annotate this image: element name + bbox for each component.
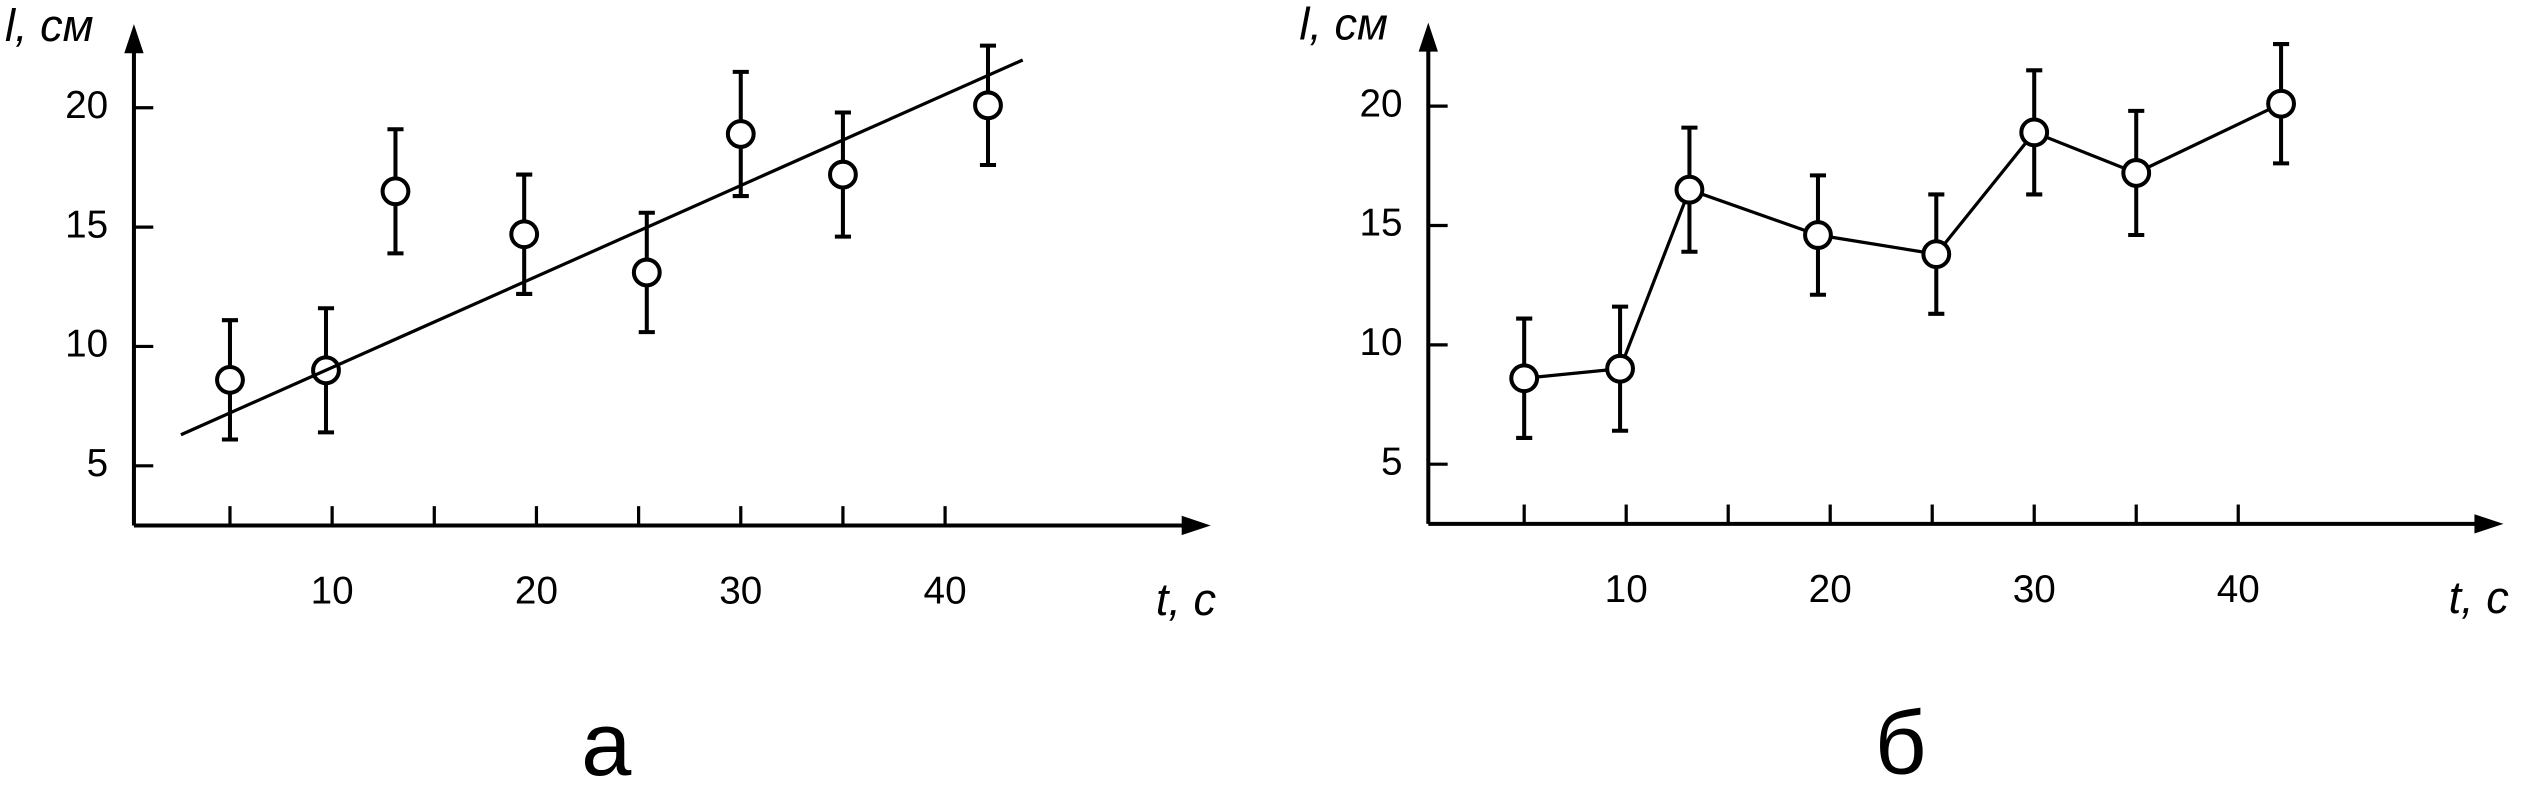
panel-label: а [581,694,632,785]
point [509,219,540,250]
y-axis-arrow [1418,22,1438,52]
point [2266,88,2296,119]
y-axis-label: l, см [1299,0,1388,49]
y-tick-label: 15 [1359,202,1402,245]
point [631,257,662,288]
y-tick-label: 10 [1359,321,1402,364]
point [380,176,411,207]
x-tick-label: 30 [2013,568,2056,611]
point [1509,363,1540,394]
point [2121,158,2152,188]
data-line [1524,102,2282,380]
x-tick-label: 40 [2217,568,2260,611]
y-tick-label: 10 [65,323,108,366]
y-axis-label: l, см [5,0,94,51]
y-tick-label: 5 [87,442,109,485]
x-tick-label: 30 [719,569,762,612]
x-axis-arrow [1181,515,1211,536]
y-tick-label: 20 [65,84,108,127]
point [1803,220,1833,250]
fit-line [180,58,1024,437]
point [1674,174,1705,205]
point [2019,117,2050,148]
point [1921,239,1952,270]
y-axis-arrow [124,24,144,54]
y-tick-label: 20 [1359,82,1402,125]
y-tick-label: 15 [65,203,108,246]
x-axis-arrow [2474,514,2504,534]
x-axis-label: t, с [1156,574,1217,625]
x-axis-label: t, с [2449,572,2510,623]
x-tick-label: 10 [1605,568,1648,611]
point [725,119,756,149]
x-tick-label: 20 [515,569,558,612]
point [1605,353,1635,384]
y-tick-label: 5 [1381,440,1403,483]
point [828,159,858,190]
x-tick-label: 10 [311,569,354,612]
x-tick-label: 20 [1809,568,1852,611]
point [973,90,1003,121]
x-tick-label: 40 [924,569,967,612]
panel-label: б [1875,692,1927,785]
point [215,364,245,395]
